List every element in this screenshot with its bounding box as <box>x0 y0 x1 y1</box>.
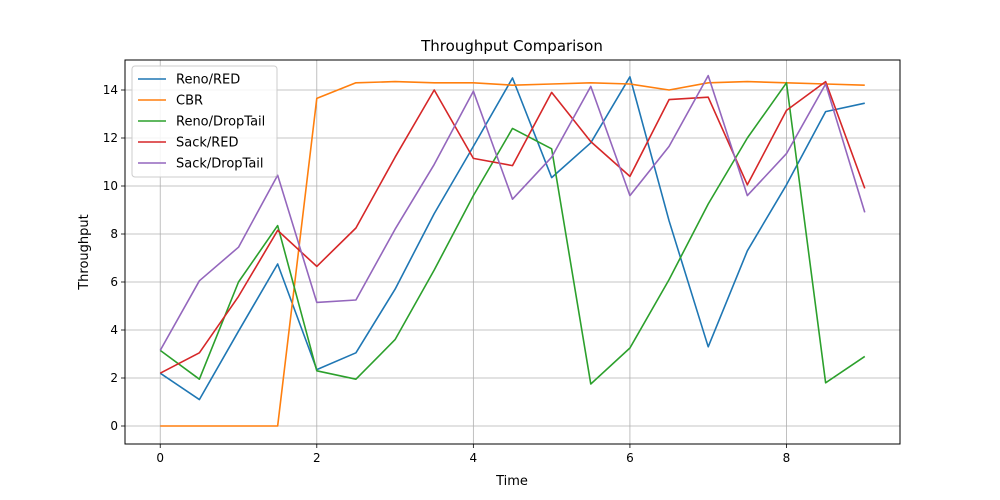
legend-label-reno-droptail: Reno/DropTail <box>176 115 265 130</box>
y-tick-label: 8 <box>110 227 118 241</box>
x-tick-label: 8 <box>783 451 791 465</box>
y-tick-label: 2 <box>110 371 118 385</box>
axis-ticks: 0 2 4 6 8 0 2 4 6 8 10 12 14 <box>103 83 791 465</box>
series-line-reno-red <box>159 76 865 401</box>
x-tick-label: 2 <box>313 451 321 465</box>
x-tick-label: 4 <box>470 451 478 465</box>
legend-label-sack-red: Sack/RED <box>176 136 239 151</box>
plot-area-frame <box>124 59 901 445</box>
y-tick-label: 14 <box>103 83 118 97</box>
y-tick-label: 12 <box>103 131 118 145</box>
chart-title: Throughput Comparison <box>420 37 603 55</box>
y-tick-label: 6 <box>110 275 118 289</box>
legend: Reno/RED CBR Reno/DropTail Sack/RED Sack/Dro… <box>131 65 278 178</box>
y-axis-label: Throughput <box>77 214 92 291</box>
series-line-reno-droptail <box>159 82 866 385</box>
series-lines <box>159 74 866 427</box>
legend-label-sack-droptail: Sack/DropTail <box>176 157 264 172</box>
x-tick-label: 0 <box>156 451 164 465</box>
y-tick-label: 0 <box>110 419 118 433</box>
series-line-sack-red <box>159 80 866 374</box>
legend-label-cbr: CBR <box>176 94 203 109</box>
legend-box <box>131 65 278 178</box>
legend-label-reno-red: Reno/RED <box>176 73 240 88</box>
x-tick-label: 6 <box>626 451 634 465</box>
y-tick-label: 4 <box>110 323 118 337</box>
series-line-cbr <box>160 80 865 427</box>
y-tick-label: 10 <box>103 179 118 193</box>
x-axis-label: Time <box>495 474 528 489</box>
series-line-sack-droptail <box>159 74 866 351</box>
